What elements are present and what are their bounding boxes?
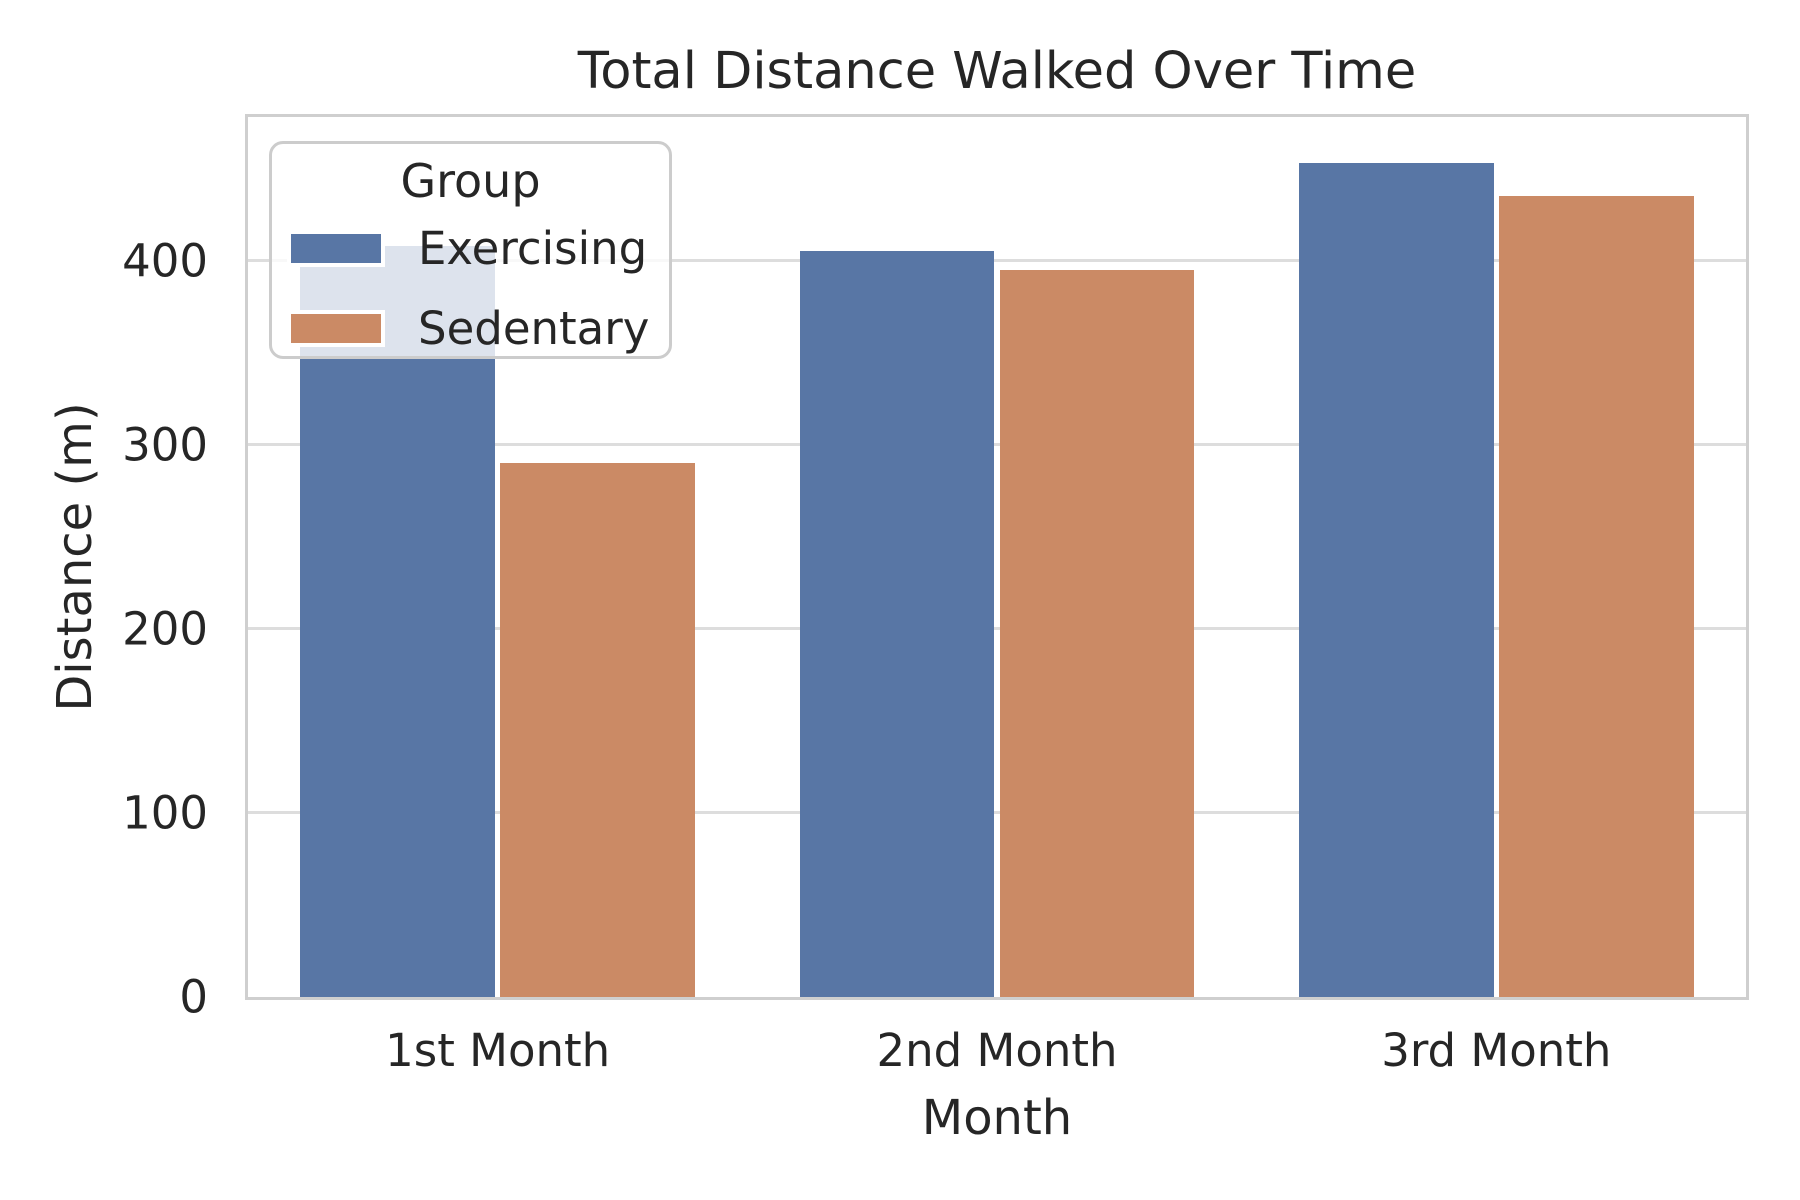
legend-item-exercising: Exercising: [272, 208, 669, 288]
bar-exercising-2nd-month: [799, 251, 995, 997]
x-tick-label-2nd-month: 2nd Month: [876, 1024, 1118, 1077]
bar-exercising-3rd-month: [1299, 163, 1494, 997]
bar-exercising-1st-month: [300, 245, 496, 997]
legend-item-sedentary: Sedentary: [272, 288, 669, 368]
legend-swatch-sedentary: [287, 309, 385, 347]
chart-title: Total Distance Walked Over Time: [577, 42, 1417, 101]
bar-sedentary-1st-month: [500, 463, 695, 997]
legend: Group Exercising Sedentary: [269, 141, 672, 359]
legend-label-exercising: Exercising: [418, 221, 648, 275]
y-tick-label-300: 300: [122, 418, 208, 472]
x-tick-label-1st-month: 1st Month: [385, 1024, 611, 1077]
y-axis-label: Distance (m): [47, 402, 103, 712]
gridline-y-100: [248, 811, 1746, 815]
plot-area: Group Exercising Sedentary 0 100 200 300 400…: [122, 114, 1749, 1077]
y-tick-label-0: 0: [179, 970, 208, 1024]
gridline-y-200: [248, 627, 1746, 631]
x-tick-label-3rd-month: 3rd Month: [1381, 1024, 1612, 1077]
y-tick-label-200: 200: [122, 602, 208, 656]
gridline-y-300: [248, 443, 1746, 447]
legend-label-sedentary: Sedentary: [418, 301, 650, 355]
bar-sedentary-2nd-month: [999, 269, 1195, 997]
y-tick-label-100: 100: [122, 786, 208, 840]
bar-sedentary-3rd-month: [1498, 196, 1694, 997]
legend-swatch-exercising: [287, 229, 385, 267]
y-tick-label-400: 400: [122, 234, 208, 288]
gridline-y-400: [248, 259, 1746, 263]
x-axis-label: Month: [921, 1090, 1073, 1146]
legend-title: Group: [400, 154, 541, 208]
